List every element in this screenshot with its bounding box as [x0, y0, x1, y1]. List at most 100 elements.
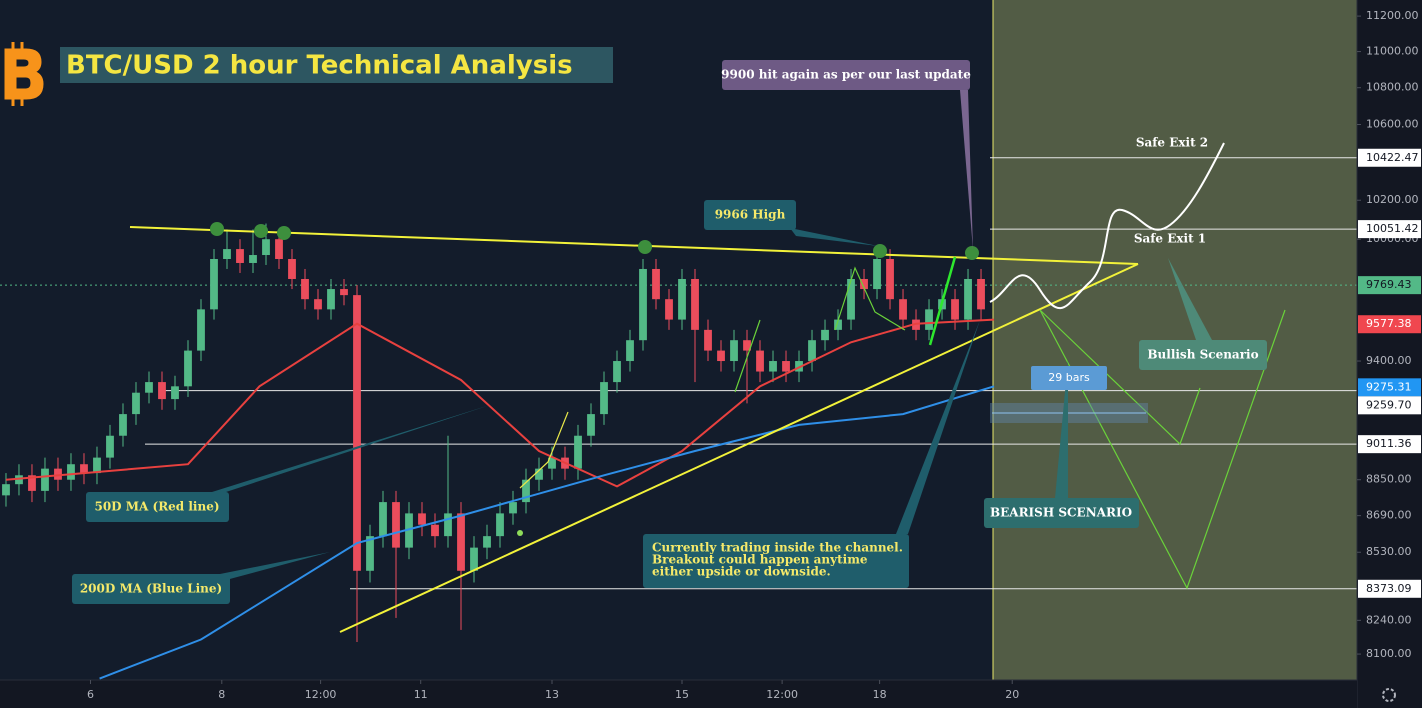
x-tick-label: 13: [545, 688, 559, 701]
candle-body: [275, 239, 283, 260]
price-tag: [1358, 220, 1421, 239]
price-tag-label: 10422.47: [1366, 151, 1419, 164]
candle-body: [886, 259, 894, 300]
note: 200D MA (Blue Line): [80, 582, 222, 596]
touch-point: [210, 222, 224, 236]
candle-body: [2, 484, 10, 496]
bullish-path: [989, 142, 1225, 310]
projection-lines: [519, 256, 1286, 590]
price-tag-label: 9275.31: [1366, 380, 1412, 393]
note: 29 bars: [1048, 371, 1090, 384]
note-box: [1031, 366, 1107, 390]
candle-body: [652, 268, 660, 300]
candle-body: [639, 268, 647, 341]
drawings: [129, 90, 1286, 633]
candle-body: [288, 259, 296, 279]
settings-icon[interactable]: [1382, 688, 1396, 702]
note: Safe Exit 1: [1134, 232, 1206, 246]
touch-point: [277, 226, 291, 240]
price-tag: [1358, 396, 1421, 415]
candle-body: [54, 468, 62, 480]
candle-body: [366, 536, 374, 571]
candle-body: [951, 299, 959, 320]
price-tag-label: 8373.09: [1366, 582, 1412, 595]
projection: [1039, 309, 1286, 590]
y-tick-label: 8850.00: [1366, 473, 1412, 486]
candle-body: [405, 513, 413, 548]
note: BEARISH SCENARIO: [990, 506, 1132, 520]
price-tag: [1358, 435, 1421, 454]
pointer: [896, 320, 980, 534]
candle-body: [925, 309, 933, 330]
candle-body: [132, 392, 140, 415]
candle-body: [353, 295, 361, 571]
candle-body: [535, 468, 543, 480]
candle-body: [808, 340, 816, 362]
y-tick-label: 9400.00: [1366, 354, 1412, 367]
candle-body: [795, 361, 803, 372]
candle-body: [28, 475, 36, 491]
candle-body: [743, 340, 751, 351]
arrow: [734, 319, 761, 393]
candle-body: [223, 249, 231, 260]
note-line: either upside or downside.: [652, 565, 831, 579]
note-line: Currently trading inside the channel.: [652, 541, 903, 555]
candle-body: [80, 464, 88, 474]
candle-body: [379, 502, 387, 537]
arrow: [928, 256, 957, 346]
note-box: [1139, 340, 1267, 370]
candle-body: [704, 329, 712, 351]
price-tag-label: 10051.42: [1366, 222, 1419, 235]
candle-body: [41, 468, 49, 491]
price-tag-label: 9769.43: [1366, 278, 1412, 291]
note-box: [704, 200, 796, 230]
note-box: [86, 492, 229, 522]
note-box: [984, 498, 1139, 528]
price-tag: [1358, 378, 1421, 397]
candle-body: [119, 414, 127, 436]
candle-body: [600, 382, 608, 415]
price-tag-label: 9259.70: [1366, 398, 1412, 411]
candle-body: [93, 457, 101, 474]
candle-body: [587, 414, 595, 436]
chart-title: BTC/USD 2 hour Technical Analysis: [66, 51, 573, 81]
candle-body: [184, 350, 192, 387]
candle-body: [860, 278, 868, 290]
price-tag: [1358, 276, 1421, 295]
candles: [2, 223, 985, 642]
lower-trendline: [339, 263, 1139, 633]
note: 50D MA (Red line): [94, 500, 219, 514]
candle-body: [613, 361, 621, 383]
x-tick-label: 15: [675, 688, 689, 701]
candle-body: [210, 259, 218, 310]
candle-body: [548, 457, 556, 469]
y-tick-label: 11200.00: [1366, 9, 1419, 22]
candle-body: [15, 475, 23, 485]
note: Safe Exit 2: [1136, 136, 1208, 150]
projection: [1039, 309, 1201, 446]
ma-line: [99, 385, 995, 680]
candle-body: [899, 299, 907, 320]
candle-body: [340, 289, 348, 296]
candle-body: [691, 278, 699, 330]
touch-point: [873, 244, 887, 258]
note-box: [72, 574, 230, 604]
candle-body: [418, 513, 426, 525]
note: Bullish Scenario: [1147, 348, 1258, 362]
touch-point: [965, 246, 979, 260]
touch-points: [210, 222, 979, 536]
candle-body: [483, 536, 491, 548]
price-tag-label: 9577.38: [1366, 317, 1412, 330]
y-tick-label: 8530.00: [1366, 545, 1412, 558]
touch-point: [517, 530, 523, 536]
candle-body: [717, 350, 725, 362]
price-tag: [1358, 148, 1421, 167]
candle-body: [314, 299, 322, 310]
ma-line: [5, 318, 995, 488]
candle-body: [249, 255, 257, 263]
note-box: [643, 534, 909, 588]
candle-body: [626, 340, 634, 362]
x-tick-label: 20: [1005, 688, 1019, 701]
x-ticks: 6 8 12:00 11 13 15 12:00 18 20: [87, 680, 1019, 701]
